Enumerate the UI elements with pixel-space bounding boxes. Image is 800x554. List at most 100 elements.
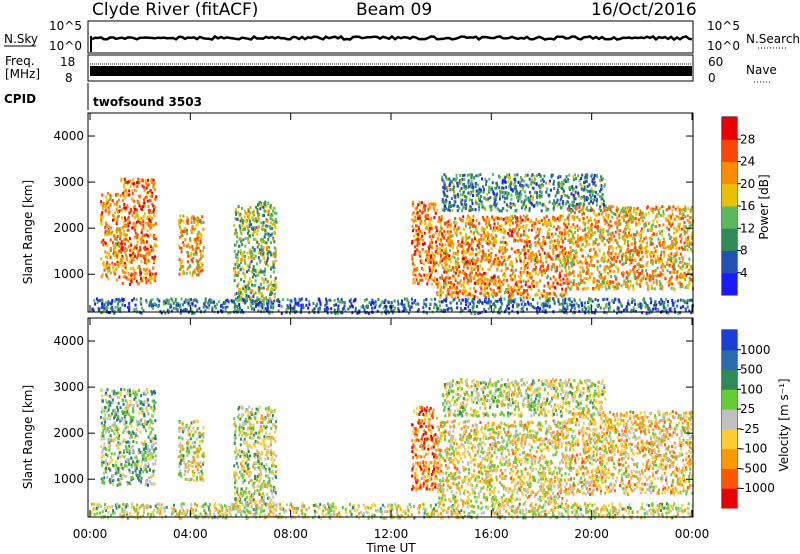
echo-cell	[601, 281, 604, 285]
echo-cell	[130, 273, 133, 277]
echo-cell	[581, 266, 584, 270]
echo-cell	[449, 230, 452, 234]
echo-cell	[272, 230, 275, 234]
echo-cell	[525, 274, 528, 278]
echo-cell	[248, 265, 251, 269]
echo-cell	[509, 218, 512, 222]
echo-cell	[595, 253, 598, 257]
echo-cell	[613, 298, 616, 302]
echo-cell	[429, 260, 432, 264]
echo-cell	[273, 206, 276, 210]
echo-cell	[511, 221, 514, 225]
echo-cell	[453, 220, 456, 224]
echo-cell	[449, 293, 451, 297]
echo-cell	[490, 208, 493, 212]
echo-cell	[307, 306, 310, 310]
echo-cell	[647, 211, 650, 215]
echo-cell	[106, 243, 109, 247]
echo-cell	[151, 191, 154, 195]
echo-cell	[649, 253, 652, 257]
echo-cell	[539, 265, 542, 269]
echo-cell	[511, 265, 514, 269]
echo-cell	[430, 270, 433, 274]
echo-cell	[560, 195, 563, 198]
echo-cell	[128, 189, 131, 193]
echo-cell	[354, 306, 357, 310]
echo-cell	[460, 186, 463, 190]
echo-cell	[520, 226, 522, 230]
echo-cell	[568, 241, 571, 244]
echo-cell	[417, 249, 420, 253]
echo-cell	[642, 213, 645, 217]
echo-cell	[151, 303, 154, 307]
echo-cell	[446, 253, 449, 257]
echo-cell	[234, 210, 237, 214]
echo-cell	[574, 197, 577, 201]
echo-cell	[461, 292, 464, 296]
echo-cell	[672, 255, 675, 259]
echo-cell	[469, 309, 471, 312]
echo-cell	[480, 188, 483, 192]
echo-cell	[605, 214, 608, 218]
echo-cell	[684, 248, 686, 251]
echo-cell	[486, 291, 489, 295]
echo-cell	[507, 290, 510, 294]
echo-cell	[627, 279, 630, 283]
echo-cell	[553, 203, 556, 207]
echo-cell	[509, 216, 512, 220]
echo-cell	[431, 234, 433, 238]
echo-cell	[240, 278, 243, 282]
echo-cell	[566, 194, 569, 198]
echo-cell	[425, 225, 428, 229]
echo-cell	[503, 259, 506, 262]
echo-cell	[487, 189, 490, 193]
echo-cell	[459, 231, 462, 235]
echo-cell	[462, 227, 465, 231]
echo-cell	[559, 175, 562, 179]
echo-cell	[452, 255, 454, 259]
echo-cell	[234, 266, 237, 270]
echo-cell	[418, 281, 421, 285]
echo-cell	[325, 297, 327, 301]
echo-cell	[583, 222, 586, 226]
echo-cell	[105, 255, 108, 259]
echo-cell	[267, 280, 269, 284]
echo-cell	[260, 244, 263, 248]
echo-cell	[439, 304, 441, 308]
echo-cell	[274, 226, 277, 230]
echo-cell	[495, 216, 498, 220]
echo-cell	[512, 290, 515, 294]
echo-cell	[507, 284, 510, 288]
echo-cell	[441, 234, 444, 238]
echo-cell	[558, 231, 561, 235]
echo-cell	[265, 260, 268, 264]
echo-cell	[546, 292, 549, 295]
echo-cell	[190, 258, 193, 262]
echo-cell	[443, 187, 446, 191]
echo-cell	[437, 237, 440, 241]
echo-cell	[482, 190, 485, 194]
echo-cell	[441, 232, 444, 236]
echo-cell	[496, 181, 498, 185]
echo-cell	[540, 270, 543, 274]
echo-cell	[670, 256, 673, 260]
echo-cell	[243, 284, 246, 288]
echo-cell	[193, 221, 196, 225]
echo-cell	[109, 231, 112, 235]
echo-cell	[482, 292, 485, 296]
echo-cell	[598, 249, 601, 253]
echo-cell	[606, 238, 609, 242]
echo-cell	[580, 177, 583, 180]
echo-cell	[186, 216, 189, 220]
echo-cell	[496, 222, 499, 226]
echo-cell	[563, 307, 566, 311]
echo-cell	[113, 237, 116, 241]
echo-cell	[104, 202, 107, 206]
echo-cell	[413, 252, 416, 256]
echo-cell	[456, 209, 459, 213]
echo-cell	[575, 249, 578, 253]
echo-cell	[592, 287, 594, 290]
echo-cell	[516, 217, 519, 221]
echo-cell	[494, 253, 497, 257]
echo-cell	[192, 215, 195, 219]
